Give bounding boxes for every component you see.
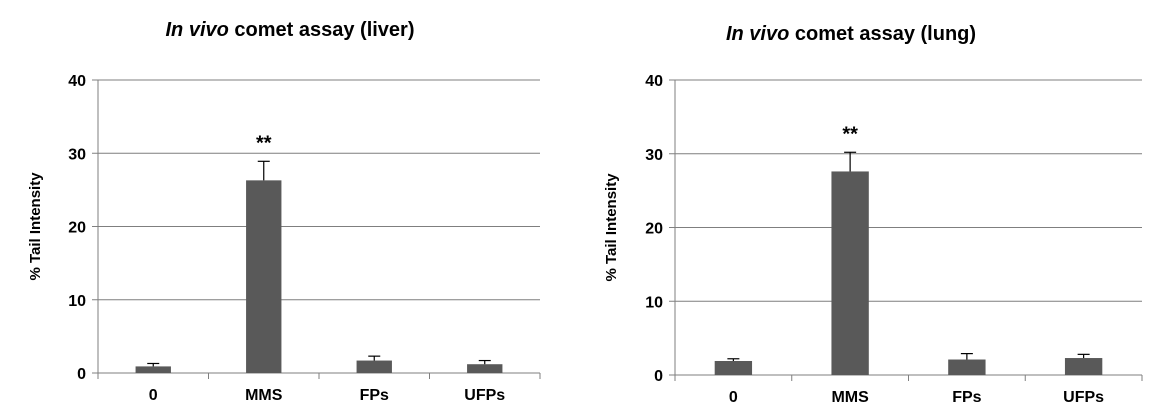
- y-tick-label: 40: [68, 73, 86, 90]
- chart-title-italic: In vivo: [165, 19, 228, 41]
- liver-comet-chart: In vivo comet assay (liver) 0 10 20 30 40 0 MM…: [10, 0, 570, 413]
- bar: [356, 360, 392, 373]
- bar: [948, 359, 986, 375]
- lung-comet-chart: In vivo comet assay (lung) 0 10 20 30 40 0 MMS…: [586, 0, 1146, 413]
- bar: [831, 171, 869, 375]
- y-axis-label: % Tail Intensity: [603, 173, 620, 282]
- chart-title-rest: comet assay (lung): [789, 23, 976, 45]
- y-axis-label: % Tail Intensity: [27, 172, 44, 281]
- bar: [714, 360, 753, 375]
- chart-title: In vivo comet assay (liver): [165, 19, 414, 41]
- chart-title-rest: comet assay (liver): [229, 19, 415, 41]
- significance-label: **: [256, 132, 272, 154]
- y-tick-label: 10: [645, 294, 663, 311]
- x-tick-label: MMS: [831, 389, 869, 406]
- x-tick-label: UFPs: [464, 387, 505, 404]
- x-tick-label: MMS: [245, 387, 283, 404]
- y-tick-label: 20: [645, 221, 663, 238]
- y-tick-label: 30: [645, 147, 663, 164]
- bar: [1064, 358, 1103, 375]
- plot-area: 0 10 20 30 40 0 MMS ** FPs UFPs % Tail Intensity: [27, 73, 541, 404]
- x-tick-label: FPs: [360, 387, 389, 404]
- chart-title: In vivo comet assay (lung): [726, 23, 976, 45]
- y-tick-label: 30: [68, 146, 86, 163]
- x-tick-label: FPs: [952, 389, 981, 406]
- x-tick-label: 0: [729, 389, 738, 406]
- x-tick-label: UFPs: [1063, 389, 1104, 406]
- y-tick-label: 0: [77, 366, 86, 383]
- y-tick-label: 40: [645, 73, 663, 90]
- bar: [135, 366, 171, 373]
- plot-area: 0 10 20 30 40 0 MMS ** FPs UFPs % Tail Intensity: [603, 73, 1143, 406]
- significance-label: **: [842, 123, 858, 145]
- y-tick-label: 0: [654, 368, 663, 385]
- liver-chart-svg: In vivo comet assay (liver) 0 10 20 30 40 0 MM…: [27, 19, 541, 404]
- x-tick-label: 0: [149, 387, 158, 404]
- y-tick-label: 10: [68, 293, 86, 310]
- bar: [246, 180, 282, 373]
- bar: [467, 364, 503, 373]
- chart-title-italic: In vivo: [726, 23, 789, 45]
- lung-chart-svg: In vivo comet assay (lung) 0 10 20 30 40 0 MMS…: [603, 23, 1143, 406]
- y-tick-label: 20: [68, 220, 86, 237]
